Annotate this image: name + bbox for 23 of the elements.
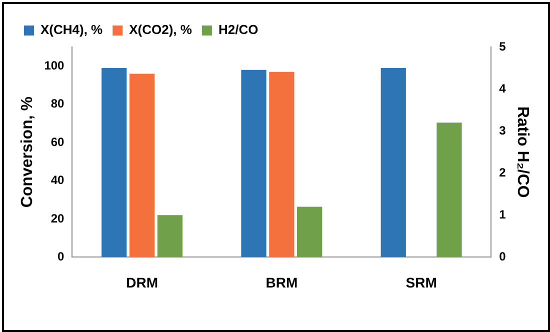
legend-label: X(CH4), %: [40, 22, 104, 38]
y-tick-label: 0: [58, 250, 65, 264]
y2-tick-label: 4: [499, 81, 506, 96]
bar: [436, 122, 462, 258]
y-tick-label: 80: [50, 96, 65, 111]
bar: [297, 206, 322, 258]
y-tick-label: 20: [50, 211, 65, 226]
y-tick-label: 100: [44, 58, 65, 72]
y2-tick-label: 2: [499, 165, 506, 180]
y2-tick-label: 5: [499, 39, 506, 54]
y2-axis-title: Ratio H₂/CO: [514, 106, 531, 198]
y2-tick-label: 3: [499, 123, 506, 138]
y2-tick-label: 0: [499, 250, 506, 264]
legend-label: H2/CO: [218, 22, 258, 38]
x-tick-label: DRM: [126, 274, 158, 290]
x-tick-label: SRM: [406, 274, 437, 290]
y-axis-title: Conversion, %: [19, 96, 36, 208]
legend-label: X(CO2), %: [129, 22, 192, 38]
y-tick-label: 40: [50, 173, 65, 188]
y2-tick-label: 1: [499, 207, 506, 222]
bar: [157, 215, 183, 258]
x-tick-label: BRM: [266, 274, 298, 290]
y-tick-label: 60: [50, 134, 65, 149]
